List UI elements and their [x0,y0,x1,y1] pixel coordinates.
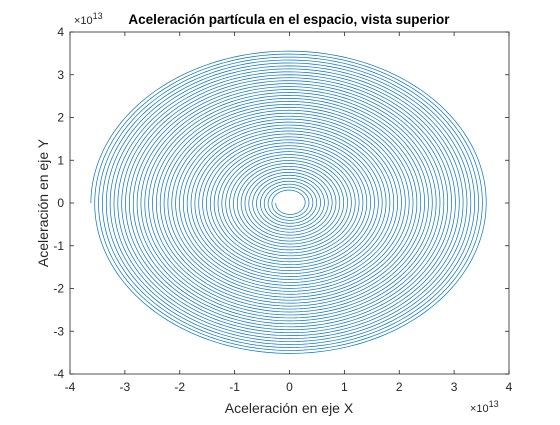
y-axis-multiplier: ×1013 [74,11,103,27]
y-tick-label: 1 [57,153,64,167]
spiral-series-line [90,50,487,354]
chart-title: Aceleración partícula en el espacio, vis… [128,12,450,27]
x-tick-label: 1 [341,380,348,394]
x-tick-label: -3 [120,380,131,394]
x-multiplier-exponent: 13 [489,399,499,409]
y-tick-label: 3 [57,68,64,82]
y-tick-label: -2 [53,282,64,296]
x-tick-label: 4 [506,380,513,394]
x-tick-label: 3 [451,380,458,394]
y-tick-label: -1 [53,239,64,253]
x-tick-label: 0 [286,380,293,394]
x-axis-ticks: -4 -3 -2 -1 0 1 2 3 4 [65,32,513,394]
x-tick-label: 2 [396,380,403,394]
y-axis-ticks: -4 -3 -2 -1 0 1 2 3 4 [53,25,509,381]
y-tick-label: 4 [57,25,64,39]
x-tick-label: -4 [65,380,76,394]
x-tick-label: -2 [174,380,185,394]
plot-area [69,31,510,375]
y-multiplier-base: ×10 [74,15,93,27]
x-axis-label: Aceleración en eje X [225,400,354,416]
y-axis-label: Aceleración en eje Y [35,138,51,267]
x-axis-multiplier: ×1013 [470,399,499,415]
y-tick-label: 0 [57,196,64,210]
y-tick-label: -3 [53,324,64,338]
y-tick-label: 2 [57,111,64,125]
x-multiplier-base: ×10 [470,403,489,415]
y-tick-label: -4 [53,367,64,381]
y-multiplier-exponent: 13 [93,11,103,21]
x-tick-label: -1 [229,380,240,394]
